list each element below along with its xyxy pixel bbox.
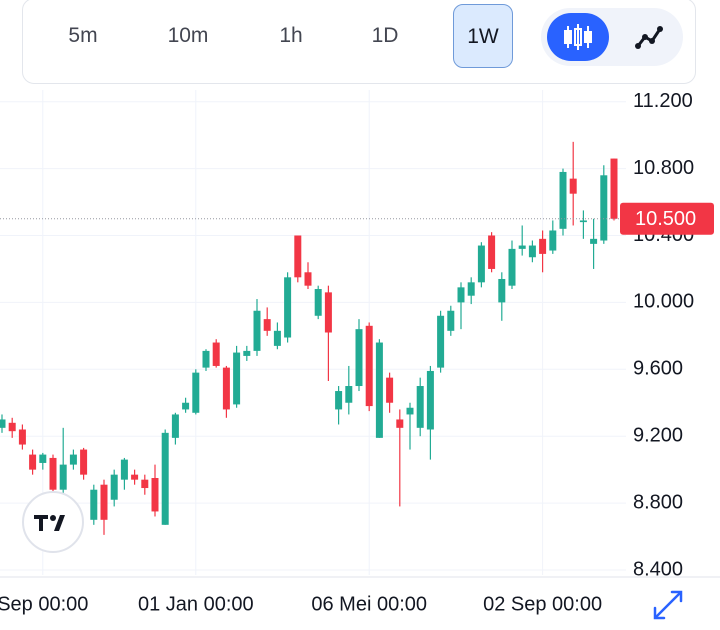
- y-tick-label: 10.800: [633, 157, 694, 179]
- candle-body: [294, 235, 302, 278]
- candle-body: [233, 352, 241, 405]
- interval-button[interactable]: 10m: [167, 24, 209, 47]
- candle-body: [171, 414, 179, 438]
- candle-body: [396, 419, 404, 428]
- candle-body: [539, 238, 547, 254]
- candle-body: [457, 287, 465, 303]
- x-tick-label: 02 Sep 00:00: [483, 593, 602, 615]
- chart-style-toggle: [541, 8, 683, 66]
- x-tick-label: 01 Jan 00:00: [138, 593, 254, 615]
- candle-body: [100, 484, 108, 520]
- candle-body: [569, 178, 577, 194]
- x-tick-label: 06 Mei 00:00: [311, 593, 427, 615]
- candle-body: [141, 479, 149, 489]
- candle-body: [488, 235, 496, 269]
- tradingview-logo[interactable]: [22, 491, 84, 553]
- fullscreen-button[interactable]: [653, 590, 683, 620]
- candle-body: [610, 158, 618, 219]
- candle-body: [0, 419, 6, 428]
- candle-body: [549, 230, 557, 251]
- candle-body: [192, 372, 200, 413]
- candle-body: [590, 238, 598, 244]
- candle-body: [161, 432, 169, 525]
- candle-body: [426, 370, 434, 430]
- y-tick-label: 10.000: [633, 291, 694, 313]
- candle-body: [39, 454, 47, 463]
- candles-icon: [564, 24, 592, 50]
- candle-body: [416, 386, 424, 428]
- candle-body: [202, 350, 210, 368]
- candle-body: [304, 272, 312, 286]
- interval-button[interactable]: 5m: [68, 24, 98, 47]
- candle-body: [528, 245, 536, 258]
- candle-body: [110, 474, 118, 500]
- last-price-label: 10.500: [635, 208, 696, 230]
- candle-body: [467, 282, 475, 296]
- candle-body: [49, 457, 57, 490]
- candle-body: [8, 422, 16, 432]
- candle-body: [406, 407, 414, 415]
- candle-body: [90, 489, 98, 520]
- candle-body: [447, 310, 455, 331]
- candle-body: [600, 175, 608, 241]
- candle-body: [263, 319, 271, 331]
- candle-body: [498, 278, 506, 303]
- candle-body: [508, 248, 516, 286]
- interval-button[interactable]: 1W: [453, 4, 513, 68]
- last-price-box: [620, 202, 714, 235]
- candle-body: [335, 391, 343, 410]
- candle-body: [80, 449, 88, 475]
- x-tick-label: Sep 00:00: [0, 593, 88, 615]
- candle-body: [284, 277, 292, 338]
- candle-body: [182, 402, 190, 410]
- candle-body: [243, 350, 251, 356]
- candle-body: [131, 474, 139, 480]
- line-icon[interactable]: [635, 26, 663, 49]
- y-tick-label: 11.200: [633, 90, 693, 112]
- candle-body: [386, 377, 394, 403]
- candle-body: [59, 464, 67, 490]
- candle-body: [253, 310, 261, 351]
- candle-body: [559, 171, 567, 229]
- interval-button[interactable]: 1D: [371, 24, 399, 47]
- candle-body: [437, 315, 445, 368]
- candle-body: [314, 289, 322, 316]
- y-tick-label: 8.800: [633, 491, 683, 513]
- candle-body: [365, 325, 373, 407]
- interval-button[interactable]: 1h: [279, 24, 303, 47]
- candle-body: [69, 454, 77, 465]
- candle-body: [375, 342, 383, 438]
- candle-body: [222, 367, 230, 410]
- candle-body: [29, 454, 37, 470]
- y-tick-label: 9.600: [633, 358, 683, 380]
- candle-body: [477, 245, 485, 283]
- y-tick-label: 9.200: [633, 424, 683, 446]
- chart-style-icons: [547, 13, 663, 61]
- candle-body: [345, 386, 353, 403]
- y-tick-label: 8.400: [633, 558, 683, 580]
- candle-body: [273, 330, 281, 346]
- toolbar: 5m 10m 1h 1D 1W: [22, 0, 696, 84]
- candle-body: [579, 220, 587, 223]
- candle-body: [518, 245, 526, 249]
- candle-body: [151, 478, 159, 512]
- candle-body: [120, 459, 128, 480]
- candle-body: [355, 329, 363, 387]
- candle-body: [212, 342, 220, 366]
- candle-body: [324, 292, 332, 333]
- candle-body: [18, 429, 26, 445]
